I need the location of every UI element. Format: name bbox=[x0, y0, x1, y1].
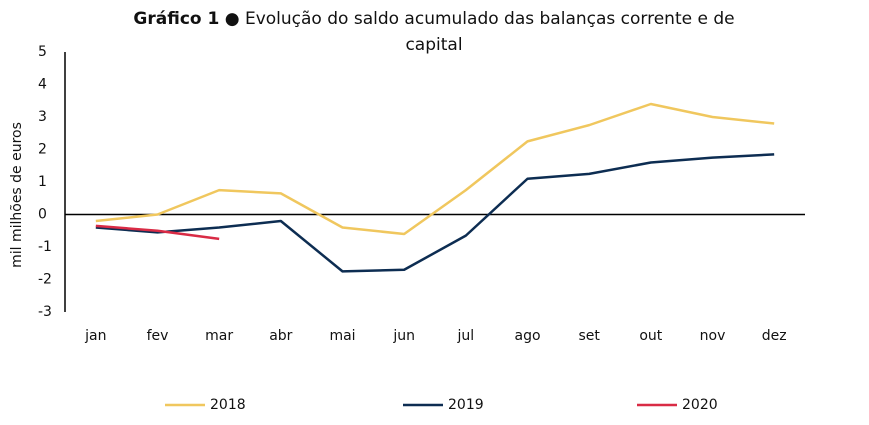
x-tick-label: ago bbox=[514, 328, 540, 344]
x-tick-label: nov bbox=[700, 328, 726, 344]
title-prefix: Gráfico 1 bbox=[133, 9, 220, 29]
chart-title: Gráfico 1 ● Evolução do saldo acumulado … bbox=[104, 6, 764, 58]
x-tick-label: dez bbox=[762, 328, 787, 344]
y-tick-label: 4 bbox=[38, 77, 47, 93]
legend-label: 2018 bbox=[210, 397, 246, 413]
y-tick-label: 0 bbox=[38, 207, 47, 223]
x-tick-label: abr bbox=[269, 328, 292, 344]
y-tick-label: 2 bbox=[38, 142, 47, 158]
x-tick-label: fev bbox=[147, 328, 169, 344]
x-tick-label: set bbox=[578, 328, 600, 344]
legend-label: 2019 bbox=[448, 397, 484, 413]
x-tick-label: jun bbox=[392, 328, 415, 344]
y-tick-label: 3 bbox=[38, 109, 47, 125]
line-series bbox=[95, 224, 220, 241]
x-tick-label: mar bbox=[205, 328, 233, 344]
legend-label: 2020 bbox=[682, 397, 718, 413]
y-axis-label: mil milhões de euros bbox=[9, 122, 25, 268]
y-tick-label: -1 bbox=[38, 239, 52, 255]
line-series bbox=[95, 153, 775, 273]
y-tick-label: 5 bbox=[38, 44, 47, 60]
y-tick-label: 1 bbox=[38, 174, 47, 190]
x-tick-label: out bbox=[639, 328, 662, 344]
y-tick-label: -2 bbox=[38, 272, 52, 288]
title-text: ● Evolução do saldo acumulado das balanç… bbox=[224, 9, 735, 55]
x-tick-label: mai bbox=[329, 328, 355, 344]
x-tick-label: jan bbox=[84, 328, 106, 344]
line-series bbox=[95, 102, 775, 236]
y-tick-label: -3 bbox=[38, 304, 52, 320]
x-tick-label: jul bbox=[457, 328, 475, 344]
